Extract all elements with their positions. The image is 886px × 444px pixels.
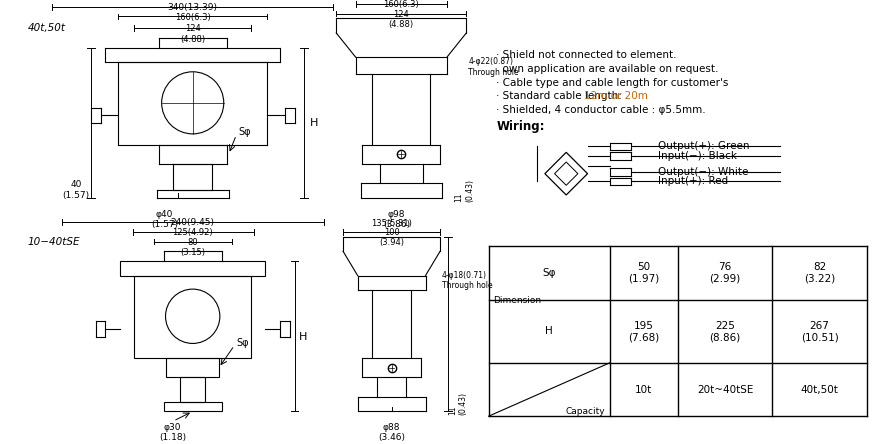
Text: 11
(0.43): 11 (0.43) — [455, 178, 474, 202]
Text: Input(+): Red: Input(+): Red — [658, 176, 728, 186]
Text: 10−40tSE: 10−40tSE — [27, 237, 81, 246]
Text: 160(6.3): 160(6.3) — [175, 12, 211, 22]
Text: 135(5.31): 135(5.31) — [371, 219, 412, 228]
Text: 82
(3.22): 82 (3.22) — [804, 262, 835, 284]
Text: 160(6.3): 160(6.3) — [384, 0, 419, 9]
Text: φ40
(1.57): φ40 (1.57) — [151, 210, 178, 229]
Text: Sφ: Sφ — [238, 127, 251, 137]
Text: 4-φ22(0.87)
Through hole: 4-φ22(0.87) Through hole — [468, 57, 519, 77]
Text: Sφ: Sφ — [542, 268, 556, 278]
Text: 124
(4.88): 124 (4.88) — [389, 10, 414, 29]
Text: 195
(7.68): 195 (7.68) — [628, 321, 659, 342]
Text: 40t,50t: 40t,50t — [801, 385, 839, 395]
Text: Sφ: Sφ — [237, 338, 249, 349]
Text: 125(4.92): 125(4.92) — [173, 228, 213, 237]
Text: Wiring:: Wiring: — [496, 120, 545, 133]
Text: 340(13.39): 340(13.39) — [167, 3, 218, 12]
Text: 20t~40tSE: 20t~40tSE — [697, 385, 753, 395]
Text: Dimension: Dimension — [494, 296, 541, 305]
Text: · Standard cable length:: · Standard cable length: — [496, 91, 626, 101]
Text: · Shielded, 4 conductor cable : φ5.5mm.: · Shielded, 4 conductor cable : φ5.5mm. — [496, 105, 706, 115]
Text: 76
(2.99): 76 (2.99) — [710, 262, 741, 284]
Text: 12m or 20m: 12m or 20m — [584, 91, 648, 101]
Text: 267
(10.51): 267 (10.51) — [801, 321, 838, 342]
Text: φ88
(3.46): φ88 (3.46) — [378, 423, 405, 442]
Text: 40
(1.57): 40 (1.57) — [63, 180, 89, 200]
Text: Capacity: Capacity — [565, 407, 605, 416]
Text: 100
(3.94): 100 (3.94) — [379, 228, 404, 247]
Text: 10t: 10t — [635, 385, 652, 395]
Text: 80
(3.15): 80 (3.15) — [180, 238, 206, 257]
Text: H: H — [545, 326, 553, 336]
Text: 4-φ18(0.71)
Through hole: 4-φ18(0.71) Through hole — [442, 271, 493, 290]
Text: · Cable type and cable length for customer's: · Cable type and cable length for custom… — [496, 78, 728, 87]
Text: 50
(1.97): 50 (1.97) — [628, 262, 659, 284]
Text: 240(9.45): 240(9.45) — [171, 218, 214, 227]
Text: φ98
(3.86): φ98 (3.86) — [383, 210, 410, 229]
Text: own application are available on request.: own application are available on request… — [496, 64, 719, 74]
Text: · Shield not connected to element.: · Shield not connected to element. — [496, 51, 677, 60]
Text: Output(+): Green: Output(+): Green — [658, 142, 750, 151]
Text: 225
(8.86): 225 (8.86) — [710, 321, 741, 342]
Text: 40t,50t: 40t,50t — [27, 23, 66, 33]
Text: H: H — [310, 118, 318, 128]
Text: 11
(0.43): 11 (0.43) — [447, 392, 467, 415]
Text: 124
(4.88): 124 (4.88) — [180, 24, 206, 44]
Text: Output(−): White: Output(−): White — [658, 166, 749, 177]
Text: H: H — [299, 332, 307, 341]
Text: Input(−): Black: Input(−): Black — [658, 151, 737, 161]
Text: φ30
(1.18): φ30 (1.18) — [159, 423, 186, 442]
